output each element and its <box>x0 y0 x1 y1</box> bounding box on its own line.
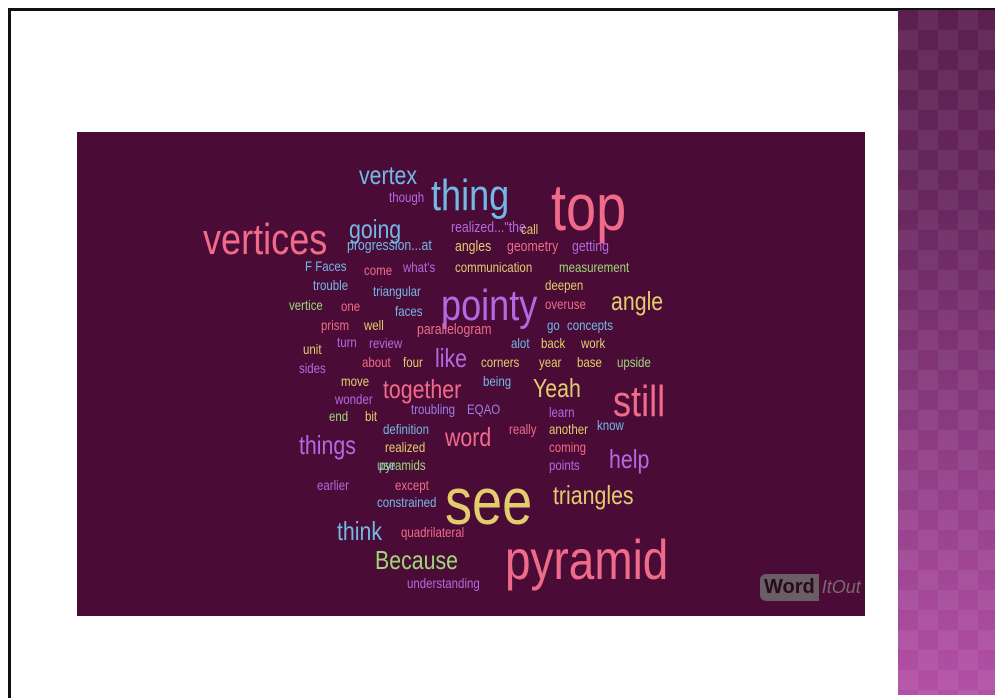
cloud-word: use <box>377 457 396 473</box>
cloud-word: corners <box>481 354 520 370</box>
cloud-word: come <box>364 262 393 278</box>
cloud-word: deepen <box>545 277 584 293</box>
cloud-word: concepts <box>567 317 613 333</box>
cloud-word: alot <box>511 335 530 351</box>
cloud-word: Yeah <box>533 373 581 403</box>
cloud-word: constrained <box>377 494 437 510</box>
cloud-word: bit <box>365 408 378 424</box>
cloud-word: back <box>541 335 566 351</box>
cloud-word: Because <box>375 545 458 575</box>
cloud-word: except <box>395 477 429 493</box>
cloud-word: help <box>609 444 650 474</box>
cloud-word: measurement <box>559 259 630 275</box>
cloud-word: review <box>369 335 403 351</box>
cloud-word: communication <box>455 259 533 275</box>
cloud-word: earlier <box>317 477 349 493</box>
cloud-word: points <box>549 457 580 473</box>
cloud-word: troubling <box>411 401 456 417</box>
cloud-word: thing <box>431 171 510 220</box>
cloud-word: one <box>341 298 361 314</box>
cloud-word: F Faces <box>305 258 347 274</box>
word-cloud-image: Word ItOut vertex thing top though vertices g… <box>77 132 865 616</box>
slide-frame <box>8 8 995 698</box>
cloud-word: triangular <box>373 283 421 299</box>
cloud-word: well <box>364 317 384 333</box>
cloud-word: know <box>597 417 624 433</box>
cloud-word: learn <box>549 404 575 420</box>
cloud-word: realized <box>385 439 426 455</box>
cloud-word: together <box>383 374 462 404</box>
cloud-word: another <box>549 421 588 437</box>
cloud-word: sides <box>299 360 326 376</box>
cloud-word: pointy <box>441 281 538 330</box>
cloud-word: four <box>403 354 423 370</box>
cloud-word: understanding <box>407 575 480 591</box>
cloud-word: year <box>539 354 562 370</box>
cloud-word: vertex <box>359 160 418 190</box>
cloud-word: pyramids <box>379 457 426 473</box>
cloud-word: wonder <box>335 391 373 407</box>
cloud-word: go <box>547 317 560 333</box>
cloud-word: like <box>435 343 467 373</box>
cloud-word: getting <box>572 238 609 255</box>
cloud-word: really <box>509 421 537 437</box>
cloud-word: what's <box>403 259 436 275</box>
wordle-logo: Word ItOut <box>760 573 864 601</box>
cloud-word: top <box>551 170 627 244</box>
cloud-word: see <box>445 464 533 538</box>
decorative-side-band <box>898 10 995 695</box>
cloud-word: definition <box>383 421 429 437</box>
cloud-word: faces <box>395 303 423 319</box>
cloud-word: pyramid <box>505 528 669 591</box>
cloud-word: vertice <box>289 297 323 313</box>
cloud-word: going <box>349 214 402 244</box>
cloud-word: prism <box>321 317 350 333</box>
cloud-word: think <box>337 516 383 546</box>
cloud-word: things <box>299 430 356 460</box>
cloud-word: being <box>483 373 512 389</box>
cloud-word: EQAO <box>467 401 501 417</box>
cloud-word: vertices <box>203 215 328 264</box>
cloud-word: parallelogram <box>417 321 492 338</box>
cloud-word: about <box>362 354 391 370</box>
cloud-word: trouble <box>313 277 349 293</box>
cloud-word: end <box>329 408 349 424</box>
cloud-word: base <box>577 354 602 370</box>
logo-itout: ItOut <box>821 576 861 597</box>
cloud-word: upside <box>617 354 651 370</box>
cloud-word: quadrilateral <box>401 524 465 540</box>
cloud-word: though <box>389 189 425 205</box>
cloud-word: move <box>341 373 370 389</box>
cloud-word: word <box>445 422 492 452</box>
cloud-word: geometry <box>507 238 559 255</box>
cloud-word: angle <box>611 286 664 316</box>
cloud-word: angles <box>455 238 492 255</box>
cloud-word: work <box>581 335 606 351</box>
cloud-word: unit <box>303 341 322 357</box>
cloud-word: realized..."the <box>451 219 526 236</box>
cloud-word: progression...at <box>347 237 432 254</box>
cloud-word: still <box>613 377 666 426</box>
logo-word: Word <box>760 573 819 601</box>
cloud-word: coming <box>549 439 587 455</box>
cloud-word: overuse <box>545 296 586 312</box>
cloud-word: turn <box>337 334 357 350</box>
cloud-word: triangles <box>553 480 634 510</box>
cloud-word: call <box>521 221 539 237</box>
